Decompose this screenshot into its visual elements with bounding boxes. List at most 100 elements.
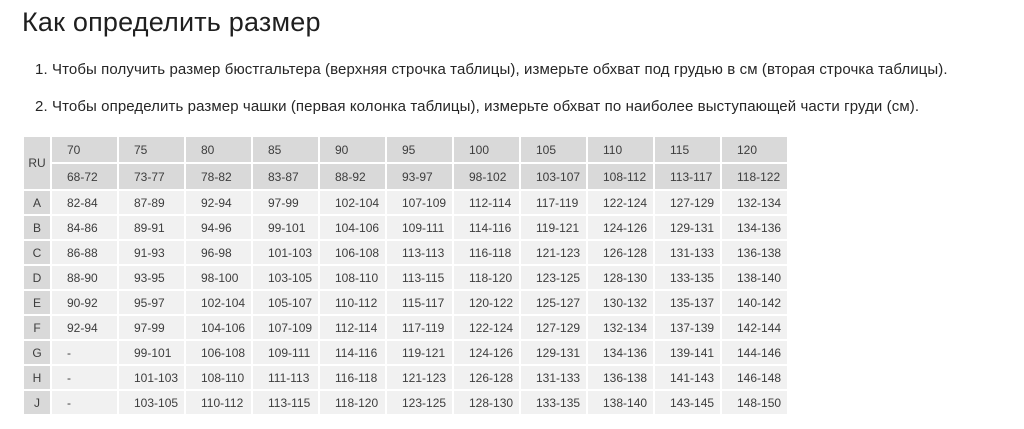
bust-range-cell: 108-110 xyxy=(186,366,251,389)
cup-label: G xyxy=(24,341,50,364)
underbust-range-header: 108-112 xyxy=(588,164,653,189)
bust-range-cell: 110-112 xyxy=(320,291,385,314)
cup-label: H xyxy=(24,366,50,389)
underbust-range-header: 88-92 xyxy=(320,164,385,189)
bust-range-cell: 113-113 xyxy=(387,241,452,264)
bust-range-cell: - xyxy=(52,366,117,389)
bust-range-cell: 135-137 xyxy=(655,291,720,314)
cup-label: A xyxy=(24,191,50,214)
band-size-header: 70 xyxy=(52,137,117,162)
band-size-header: 100 xyxy=(454,137,519,162)
cup-row-E: E 90-92 95-97 102-104 105-107 110-112 115-117 1… xyxy=(24,291,787,314)
cup-row-H: H -101-103 108-110 111-113 116-118 121-123 126… xyxy=(24,366,787,389)
bust-range-cell: 121-123 xyxy=(387,366,452,389)
bust-range-cell: 144-146 xyxy=(722,341,787,364)
underbust-range-row: 68-72 73-77 78-82 83-87 88-92 93-97 98-102 103-… xyxy=(24,164,787,189)
band-size-header: 105 xyxy=(521,137,586,162)
bust-range-cell: 90-92 xyxy=(52,291,117,314)
bust-range-cell: 136-138 xyxy=(588,366,653,389)
bust-range-cell: 112-114 xyxy=(320,316,385,339)
underbust-range-header: 93-97 xyxy=(387,164,452,189)
bust-range-cell: 124-126 xyxy=(588,216,653,239)
bust-range-cell: 139-141 xyxy=(655,341,720,364)
bust-range-cell: - xyxy=(52,391,117,414)
bust-range-cell: 138-140 xyxy=(588,391,653,414)
underbust-range-header: 68-72 xyxy=(52,164,117,189)
bust-range-cell: 123-125 xyxy=(387,391,452,414)
instruction-step-2: 2. Чтобы определить размер чашки (первая… xyxy=(35,98,920,115)
bust-range-cell: 108-110 xyxy=(320,266,385,289)
bust-range-cell: 116-118 xyxy=(454,241,519,264)
instruction-list: 1. Чтобы получить размер бюстгальтера (в… xyxy=(35,61,1024,116)
bust-range-cell: 126-128 xyxy=(588,241,653,264)
bust-range-cell: 109-111 xyxy=(387,216,452,239)
bust-range-cell: 122-124 xyxy=(588,191,653,214)
bust-range-cell: 123-125 xyxy=(521,266,586,289)
bust-range-cell: 126-128 xyxy=(454,366,519,389)
bust-range-cell: 98-100 xyxy=(186,266,251,289)
underbust-range-header: 113-117 xyxy=(655,164,720,189)
cup-row-A: A 82-84 87-89 92-94 97-99 102-104 107-109 112-1… xyxy=(24,191,787,214)
bust-range-cell: 103-105 xyxy=(119,391,184,414)
bust-range-cell: 103-105 xyxy=(253,266,318,289)
band-size-header: 120 xyxy=(722,137,787,162)
band-size-header: 80 xyxy=(186,137,251,162)
bust-range-cell: 113-115 xyxy=(387,266,452,289)
bust-range-cell: 104-106 xyxy=(186,316,251,339)
bust-range-cell: 133-135 xyxy=(521,391,586,414)
bust-range-cell: 94-96 xyxy=(186,216,251,239)
bust-range-cell: 87-89 xyxy=(119,191,184,214)
size-guide-section: Как определить размер 1. Чтобы получить … xyxy=(22,7,1024,416)
cup-label: B xyxy=(24,216,50,239)
bust-range-cell: 116-118 xyxy=(320,366,385,389)
bust-range-cell: 101-103 xyxy=(119,366,184,389)
bust-range-cell: 130-132 xyxy=(588,291,653,314)
bust-range-cell: 119-121 xyxy=(387,341,452,364)
bust-range-cell: 133-135 xyxy=(655,266,720,289)
underbust-range-header: 103-107 xyxy=(521,164,586,189)
bust-range-cell: 92-94 xyxy=(52,316,117,339)
bust-range-cell: 143-145 xyxy=(655,391,720,414)
bust-range-cell: 141-143 xyxy=(655,366,720,389)
bust-range-cell: 106-108 xyxy=(186,341,251,364)
bust-range-cell: 91-93 xyxy=(119,241,184,264)
bust-range-cell: 97-99 xyxy=(119,316,184,339)
bust-range-cell: 96-98 xyxy=(186,241,251,264)
bust-range-cell: 99-101 xyxy=(119,341,184,364)
bust-range-cell: 112-114 xyxy=(454,191,519,214)
bust-range-cell: - xyxy=(52,341,117,364)
bust-range-cell: 146-148 xyxy=(722,366,787,389)
bust-range-cell: 148-150 xyxy=(722,391,787,414)
bust-range-cell: 138-140 xyxy=(722,266,787,289)
cup-label: D xyxy=(24,266,50,289)
band-size-header: 85 xyxy=(253,137,318,162)
bust-range-cell: 134-136 xyxy=(722,216,787,239)
band-size-header: 115 xyxy=(655,137,720,162)
bust-range-cell: 125-127 xyxy=(521,291,586,314)
bust-range-cell: 120-122 xyxy=(454,291,519,314)
bust-range-cell: 86-88 xyxy=(52,241,117,264)
bust-range-cell: 131-133 xyxy=(521,366,586,389)
bust-range-cell: 102-104 xyxy=(320,191,385,214)
cup-row-C: C 86-88 91-93 96-98 101-103 106-108 113-113 116… xyxy=(24,241,787,264)
bust-range-cell: 102-104 xyxy=(186,291,251,314)
bust-range-cell: 110-112 xyxy=(186,391,251,414)
bust-range-cell: 107-109 xyxy=(387,191,452,214)
bust-range-cell: 118-120 xyxy=(320,391,385,414)
bust-range-cell: 101-103 xyxy=(253,241,318,264)
bust-range-cell: 140-142 xyxy=(722,291,787,314)
cup-row-J: J -103-105 110-112 113-115 118-120 123-125 128… xyxy=(24,391,787,414)
cup-row-D: D 88-90 93-95 98-100 103-105 108-110 113-115 11… xyxy=(24,266,787,289)
bust-range-cell: 99-101 xyxy=(253,216,318,239)
bust-range-cell: 106-108 xyxy=(320,241,385,264)
page-title: Как определить размер xyxy=(22,7,321,37)
underbust-range-header: 73-77 xyxy=(119,164,184,189)
bust-range-cell: 93-95 xyxy=(119,266,184,289)
bust-range-cell: 109-111 xyxy=(253,341,318,364)
bust-range-cell: 111-113 xyxy=(253,366,318,389)
size-table: RU 70 75 80 85 90 95 100 105 110 115 120 68-72 73-77 7… xyxy=(22,135,789,416)
bust-range-cell: 115-117 xyxy=(387,291,452,314)
bust-range-cell: 137-139 xyxy=(655,316,720,339)
bust-range-cell: 129-131 xyxy=(521,341,586,364)
bust-range-cell: 89-91 xyxy=(119,216,184,239)
